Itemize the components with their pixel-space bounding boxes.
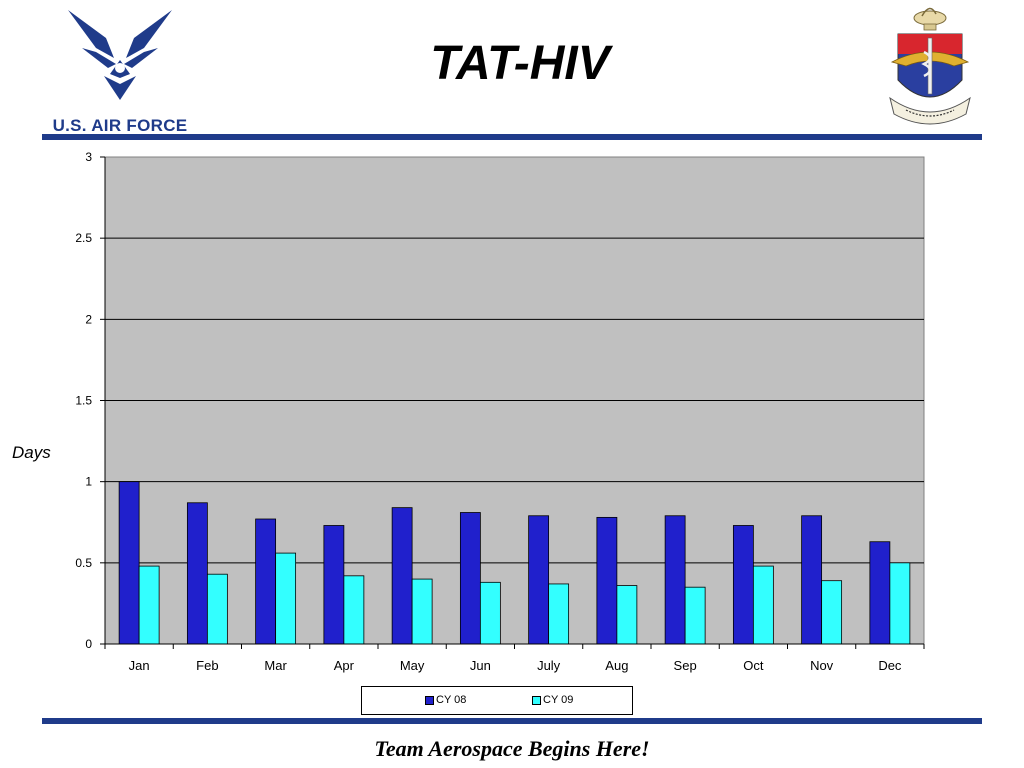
bar-cy08-jan [118,481,140,645]
y-tick-label: 2.5 [75,231,92,245]
bar-chart: 0 0.5 1 1.5 2 2.5 3 Jan Feb Mar Apr May Jun July Aug S… [75,150,925,673]
legend-item-cy08: CY 08 [425,694,466,706]
x-tick-label-mar: Mar [264,658,287,673]
air-force-wordmark: U.S. AIR FORCE [52,116,188,135]
legend-label-cy09: CY 09 [543,694,574,706]
bar-cy09-aug [616,585,638,645]
bar-cy09-jun [479,581,501,645]
bar-cy09-dec [889,562,911,645]
legend-label-cy08: CY 08 [436,694,467,706]
bar-cy09-may [411,578,433,645]
footer-divider [42,718,982,724]
legend-swatch-cy08 [425,695,434,705]
bar-cy08-dec [869,541,891,645]
x-tick-label-oct: Oct [743,658,764,673]
medical-crest-icon [889,7,971,125]
y-axis-label: Days [12,443,51,462]
slide-title: TAT-HIV [430,37,610,90]
air-force-wings-icon [68,10,172,100]
x-tick-label-jan: Jan [129,658,150,673]
x-tick-label-aug: Aug [605,658,628,673]
x-tick-label-jun: Jun [470,658,491,673]
x-tick-label-dec: Dec [878,658,902,673]
bar-cy09-feb [206,573,228,645]
bar-cy09-nov [821,580,843,645]
x-tick-label-sep: Sep [674,658,697,673]
y-tick-label: 1.5 [75,394,92,408]
bar-cy08-mar [255,518,277,645]
x-tick-label-july: July [537,658,561,673]
x-tick-label-apr: Apr [334,658,355,673]
y-tick-label: 0.5 [75,556,92,570]
footer-slogan: Team Aerospace Begins Here! [374,736,650,761]
y-tick-label: 0 [85,637,92,651]
bar-cy08-oct [732,525,754,645]
bar-cy09-mar [275,552,297,645]
bar-cy09-jan [138,565,160,645]
y-tick-label: 3 [85,150,92,164]
y-tick-label: 2 [85,312,92,326]
bar-cy09-oct [752,565,774,645]
air-force-logo: U.S. AIR FORCE [40,8,200,136]
bar-cy08-feb [186,502,208,645]
bar-cy08-july [528,515,550,645]
bar-cy08-aug [596,516,618,645]
bar-cy08-nov [801,515,823,645]
legend-swatch-cy09 [532,695,541,705]
bar-cy09-july [548,583,570,645]
x-tick-label-may: May [400,658,425,673]
bar-cy08-jun [459,512,481,645]
bar-cy09-sep [684,586,706,645]
chart-legend: CY 08 CY 09 [361,686,633,715]
bar-cy09-apr [343,575,365,645]
bar-cy08-sep [664,515,686,645]
y-tick-label: 1 [85,475,92,489]
x-tick-label-feb: Feb [196,658,218,673]
header-divider [42,134,982,140]
bar-cy08-apr [323,525,345,645]
x-tick-label-nov: Nov [810,658,834,673]
legend-item-cy09: CY 09 [532,694,573,706]
bar-cy08-may [391,507,413,645]
